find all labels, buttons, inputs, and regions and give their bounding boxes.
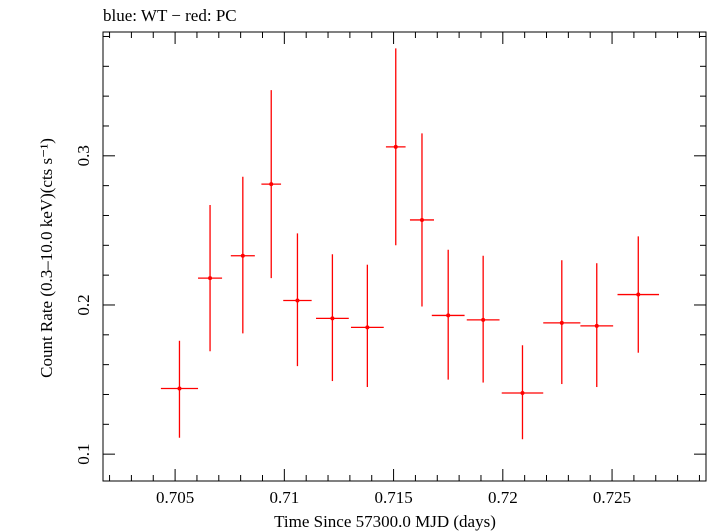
point-marker [446,313,451,318]
data-point [283,233,312,367]
data-point [350,264,384,388]
point-marker [594,323,599,328]
x-tick-label: 0.705 [156,488,194,507]
data-point [261,90,282,279]
point-marker [636,292,641,297]
point-marker [269,182,274,187]
data-point [316,254,349,382]
plot-frame [102,31,707,482]
point-marker [240,253,245,258]
point-marker [208,276,213,281]
y-axis-label: Count Rate (0.3–10.0 keV)(cts s⁻¹) [37,138,56,378]
x-tick-label: 0.715 [374,488,412,507]
data-point [543,260,581,385]
data-point [617,236,660,353]
point-marker [520,390,525,395]
point-marker [295,298,300,303]
x-tick-labels: 0.705 0.71 0.715 0.72 0.725 [156,488,631,507]
data-point [431,249,465,380]
data-point [580,263,614,388]
x-axis-label: Time Since 57300.0 MJD (days) [274,512,496,531]
point-marker [330,316,335,321]
y-tick-label: 0.1 [74,444,93,465]
point-marker [419,217,424,222]
data-point [198,205,223,352]
data-point [501,345,544,440]
data-point [160,340,199,438]
axis-ticks [103,32,706,481]
chart-title: blue: WT − red: PC [103,6,237,25]
point-marker [481,317,486,322]
y-tick-labels: 0.1 0.2 0.3 [74,145,93,465]
point-marker [177,386,182,391]
data-points [160,48,660,440]
point-marker [365,325,370,330]
data-point [409,133,434,307]
point-marker [393,144,398,149]
x-tick-label: 0.72 [488,488,518,507]
x-tick-label: 0.71 [269,488,299,507]
y-tick-label: 0.2 [74,294,93,315]
y-tick-label: 0.3 [74,145,93,166]
point-marker [559,320,564,325]
x-tick-label: 0.725 [593,488,631,507]
data-point [385,48,406,246]
data-point [466,255,500,383]
data-point [230,176,255,334]
